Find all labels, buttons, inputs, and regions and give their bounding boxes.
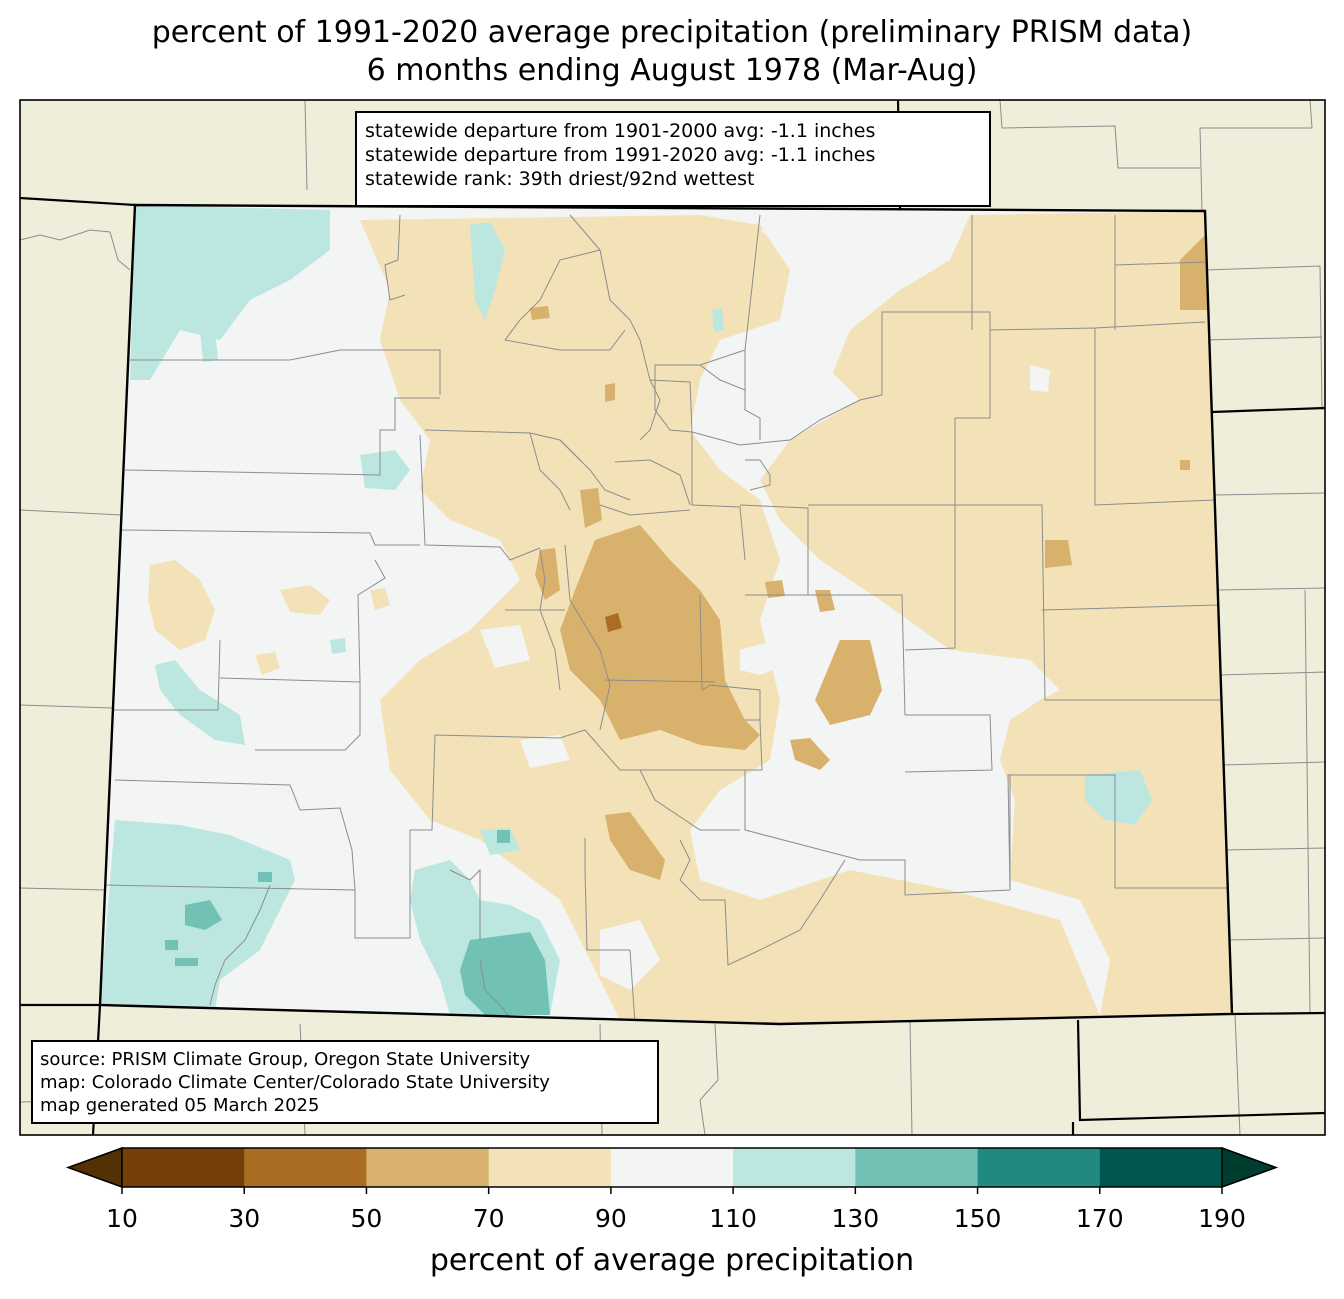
colorbar-tick-label: 90 [594, 1204, 627, 1233]
precipitation-field [100, 205, 1232, 1024]
source-line-2: map: Colorado Climate Center/Colorado St… [40, 1072, 550, 1093]
statewide-stats-box: statewide departure from 1901-2000 avg: … [355, 111, 991, 207]
colorbar-tick-label: 130 [831, 1204, 880, 1233]
colorbar-tick-label: 10 [106, 1204, 138, 1233]
colorbar-under-arrow [65, 1146, 123, 1189]
stats-line-3: statewide rank: 39th driest/92nd wettest [365, 168, 755, 190]
colorbar [65, 1146, 1279, 1194]
colorbar-over-arrow [1221, 1146, 1279, 1189]
colorbar-outline [121, 1147, 1223, 1188]
source-box: source: PRISM Climate Group, Oregon Stat… [31, 1040, 659, 1124]
colorbar-tick-label: 110 [709, 1204, 757, 1233]
colorbar-tick-label: 50 [350, 1204, 383, 1233]
colorbar-segment [244, 1148, 367, 1187]
stats-line-1: statewide departure from 1901-2000 avg: … [365, 120, 876, 142]
precip-130-150-region [165, 830, 550, 1015]
colorbar-tick-label: 70 [472, 1204, 505, 1233]
map-frame [19, 99, 1326, 1136]
colorbar-segment [977, 1148, 1101, 1187]
colorbar-segment [488, 1148, 612, 1187]
colorbar-segment [122, 1148, 245, 1187]
source-line-3: map generated 05 March 2025 [40, 1095, 320, 1116]
colorbar-segment [733, 1148, 856, 1187]
title-line-1: percent of 1991-2020 average precipitati… [151, 15, 1193, 50]
title-line-2: 6 months ending August 1978 (Mar-Aug) [366, 53, 978, 88]
precip-30-50-spot [605, 613, 622, 632]
colorbar-tick-label: 150 [953, 1204, 1002, 1233]
colorbar-tick-label: 30 [228, 1204, 261, 1233]
colorbar-segment [366, 1148, 490, 1187]
colorbar-tick-label: 170 [1075, 1204, 1124, 1233]
colorbar-segment [610, 1148, 734, 1187]
stats-line-2: statewide departure from 1991-2020 avg: … [365, 144, 876, 166]
colorado-border [98, 203, 1234, 1026]
colorbar-segment [855, 1148, 979, 1187]
neighbor-county-lines [20, 100, 1325, 1135]
precip-90-110-region [480, 225, 1050, 990]
map-title: percent of 1991-2020 average precipitati… [0, 14, 1344, 90]
colorbar-tick-label: 190 [1198, 1204, 1246, 1233]
source-line-1: source: PRISM Climate Group, Oregon Stat… [40, 1049, 531, 1070]
colorbar-label: percent of average precipitation [429, 1243, 915, 1278]
county-lines [104, 214, 1228, 1024]
colorbar-segment [1099, 1148, 1223, 1187]
